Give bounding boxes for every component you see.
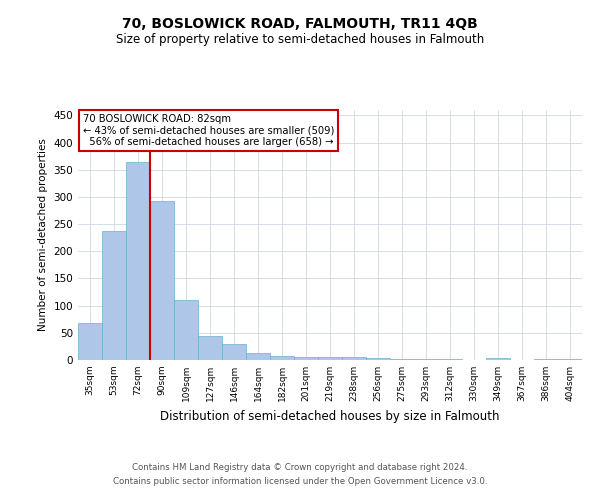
- Text: 70, BOSLOWICK ROAD, FALMOUTH, TR11 4QB: 70, BOSLOWICK ROAD, FALMOUTH, TR11 4QB: [122, 18, 478, 32]
- Bar: [366, 358, 390, 360]
- Bar: [198, 336, 222, 360]
- Y-axis label: Number of semi-detached properties: Number of semi-detached properties: [38, 138, 48, 332]
- Bar: [342, 358, 366, 360]
- Bar: [390, 359, 414, 360]
- Text: Contains public sector information licensed under the Open Government Licence v3: Contains public sector information licen…: [113, 477, 487, 486]
- Bar: [318, 358, 342, 360]
- Text: Size of property relative to semi-detached houses in Falmouth: Size of property relative to semi-detach…: [116, 32, 484, 46]
- Bar: [222, 344, 246, 360]
- Bar: [174, 300, 198, 360]
- X-axis label: Distribution of semi-detached houses by size in Falmouth: Distribution of semi-detached houses by …: [160, 410, 500, 422]
- Bar: [534, 359, 558, 360]
- Bar: [102, 231, 126, 360]
- Bar: [270, 356, 294, 360]
- Bar: [150, 202, 174, 360]
- Bar: [126, 162, 150, 360]
- Bar: [78, 323, 102, 360]
- Text: Contains HM Land Registry data © Crown copyright and database right 2024.: Contains HM Land Registry data © Crown c…: [132, 464, 468, 472]
- Bar: [294, 356, 318, 360]
- Bar: [486, 358, 510, 360]
- Text: 70 BOSLOWICK ROAD: 82sqm
← 43% of semi-detached houses are smaller (509)
  56% o: 70 BOSLOWICK ROAD: 82sqm ← 43% of semi-d…: [83, 114, 334, 147]
- Bar: [246, 354, 270, 360]
